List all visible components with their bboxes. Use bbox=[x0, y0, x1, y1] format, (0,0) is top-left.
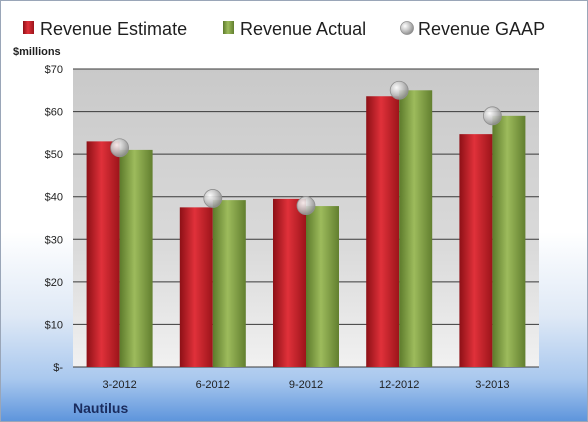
legend-label-revenue-gaap: Revenue GAAP bbox=[418, 19, 545, 39]
bar-revenue-estimate-12-2012 bbox=[366, 96, 400, 367]
marker-revenue-gaap-3-2013 bbox=[482, 106, 502, 126]
bar-revenue-actual-3-2012 bbox=[119, 149, 153, 367]
marker-revenue-gaap-9-2012 bbox=[296, 196, 316, 216]
legend-swatch-revenue-actual bbox=[223, 21, 234, 34]
y-tick-label: $60 bbox=[45, 107, 63, 119]
company-name: Nautilus bbox=[73, 400, 128, 416]
x-tick-label: 6-2012 bbox=[196, 379, 230, 391]
y-tick-label: $20 bbox=[45, 277, 63, 289]
bar-revenue-actual-12-2012 bbox=[399, 90, 433, 368]
x-tick-label: 3-2013 bbox=[475, 379, 509, 391]
legend-swatch-revenue-estimate bbox=[23, 21, 34, 34]
bar-revenue-actual-6-2012 bbox=[212, 200, 246, 367]
legend-label-revenue-actual: Revenue Actual bbox=[240, 19, 366, 39]
y-tick-label: $40 bbox=[45, 192, 63, 204]
y-tick-label: $70 bbox=[45, 64, 63, 76]
bars bbox=[86, 90, 526, 368]
legend-swatch-revenue-gaap bbox=[400, 21, 414, 35]
marker-revenue-gaap-3-2012 bbox=[110, 138, 129, 158]
x-tick-label: 9-2012 bbox=[289, 379, 323, 391]
marker-revenue-gaap-6-2012 bbox=[203, 189, 223, 208]
bar-revenue-actual-3-2013 bbox=[492, 115, 526, 367]
marker-revenue-gaap-12-2012 bbox=[389, 80, 409, 100]
bar-revenue-estimate-9-2012 bbox=[273, 198, 306, 367]
y-tick-label: $30 bbox=[45, 234, 63, 246]
bar-revenue-estimate-3-2013 bbox=[459, 134, 493, 367]
legend: Revenue Estimate Revenue Actual Revenue GA… bbox=[23, 19, 545, 39]
bar-revenue-actual-9-2012 bbox=[306, 206, 339, 367]
legend-label-revenue-estimate: Revenue Estimate bbox=[40, 19, 187, 39]
bar-revenue-estimate-3-2012 bbox=[86, 141, 120, 367]
y-tick-label: $10 bbox=[45, 319, 63, 331]
y-axis-ticks: $- $10 $20 $30 $40 $50 $60 $70 bbox=[45, 64, 64, 374]
bar-revenue-estimate-6-2012 bbox=[179, 207, 213, 367]
x-tick-label: 12-2012 bbox=[379, 379, 419, 391]
x-tick-label: 3-2012 bbox=[102, 379, 136, 391]
y-tick-label: $- bbox=[53, 362, 63, 374]
x-axis-ticks: 3-2012 6-2012 9-2012 12-2012 3-2013 bbox=[102, 379, 509, 391]
y-axis-unit-label: $millions bbox=[13, 46, 61, 58]
y-tick-label: $50 bbox=[45, 149, 63, 161]
gaap-markers bbox=[110, 80, 502, 216]
